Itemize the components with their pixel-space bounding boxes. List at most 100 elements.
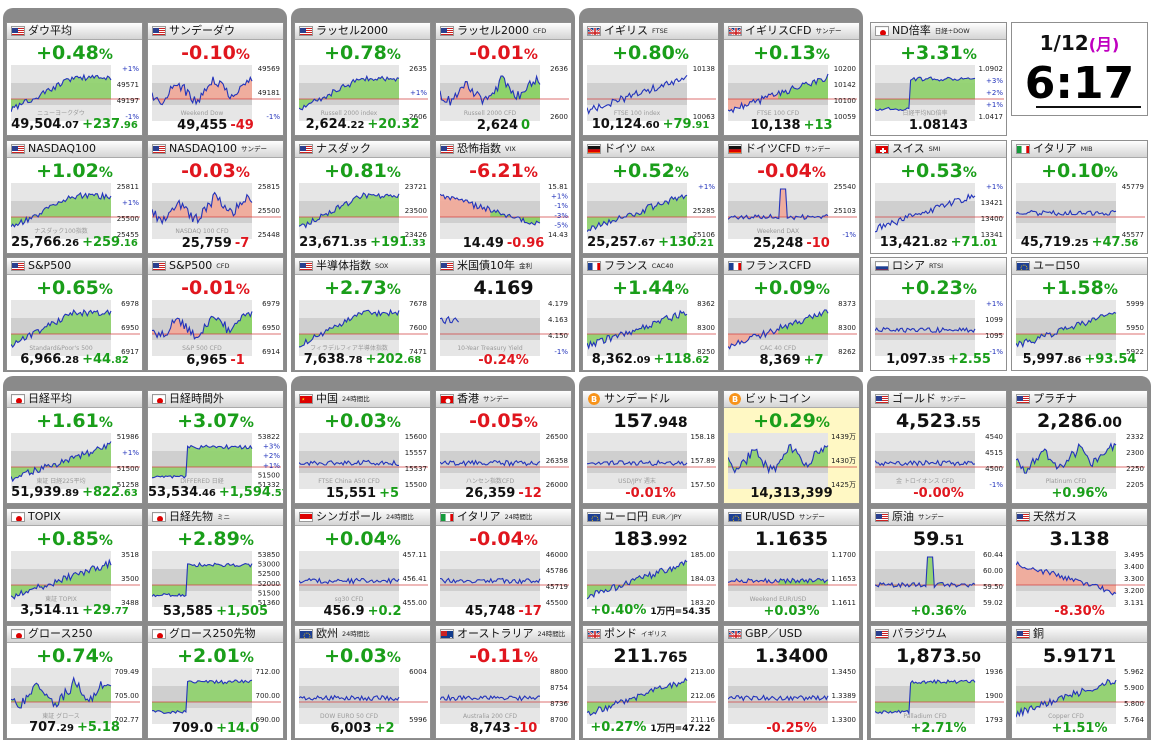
tile-title[interactable]: プラチナ: [1012, 391, 1147, 408]
tile-title[interactable]: B ビットコイン: [724, 391, 859, 408]
tile-title[interactable]: ★ 中国 24時間比: [295, 391, 430, 408]
tile-2[interactable]: ラッセル2000 +0.78% Russell 2000 index 2635 +1% 2…: [294, 22, 431, 136]
tile-32[interactable]: 日経先物 ミニ +2.89% 53850 53000 52500 52000 51500 513…: [147, 508, 284, 622]
tile-17[interactable]: 半導体指数 SOX +2.73% フィラデルフィア半導体指数 7678 7600 7471 7…: [294, 257, 431, 371]
tile-title[interactable]: ゴールド サンデー: [871, 391, 1006, 408]
tile-21[interactable]: ロシア RTSI +0.23% +1% 1099 1095 -1% 1,097.35 +2.55: [870, 257, 1007, 371]
tile-title[interactable]: ロシア RTSI: [871, 258, 1006, 275]
tile-name: 半導体指数: [316, 259, 371, 272]
tile-footer: 7,638.78 +202.68: [295, 352, 430, 369]
tile-title[interactable]: B サンデードル: [583, 391, 718, 408]
tile-39[interactable]: グロース250 +0.74% 東証 グロース 709.49 705.00 702.77 70…: [6, 625, 143, 739]
tile-title[interactable]: グロース250先物: [148, 626, 283, 643]
tile-title[interactable]: ドイツCFD サンデー: [724, 141, 859, 158]
tile-0[interactable]: ダウ平均 +0.48% ニューヨークダウ +1% 49571 49197 -1% 49,504…: [6, 22, 143, 136]
tile-title[interactable]: サンデーダウ: [148, 23, 283, 40]
tile-title[interactable]: フランスCFD: [724, 258, 859, 275]
tile-title[interactable]: イタリア MIB: [1012, 141, 1147, 158]
tile-42[interactable]: オーストラリア 24時間比 -0.11% Australia 200 CFD 8800 8…: [435, 625, 572, 739]
tile-30[interactable]: プラチナ 2,286.00 Platinum CFD 2332 2300 2250 2205…: [1011, 390, 1148, 504]
tile-46[interactable]: 銅 5.9171 Copper CFD 5.962 5.900 5.800 5.764 +1.…: [1011, 625, 1148, 739]
tile-title[interactable]: フランス CAC40: [583, 258, 718, 275]
tile-title[interactable]: ラッセル2000: [295, 23, 430, 40]
tile-title[interactable]: TOPIX: [7, 509, 142, 526]
tile-7[interactable]: NASDAQ100 +1.02% ナスダック100指数 25811 +1% 25500 25…: [6, 140, 143, 254]
tile-title[interactable]: ユーロ50: [1012, 258, 1147, 275]
tile-title[interactable]: スイス SMI: [871, 141, 1006, 158]
tile-31[interactable]: TOPIX +0.85% 東証 TOPIX 3518 3500 3488 3,514.11 +…: [6, 508, 143, 622]
tile-19[interactable]: フランス CAC40 +1.44% 8362 8300 8250 8,362.09 +118.…: [582, 257, 719, 371]
tile-title[interactable]: 銅: [1012, 626, 1147, 643]
tile-5[interactable]: イギリスCFD サンデー +0.13% FTSE 100 CFD 10200 10142 1…: [723, 22, 860, 136]
tile-35[interactable]: ユーロ円 EUR／JPY 183.992 185.00 184.03 183.20 +0.4…: [582, 508, 719, 622]
tile-28[interactable]: B ビットコイン +0.29% 1439万 1430万 1425万 14,313,399: [723, 390, 860, 504]
tile-title[interactable]: 天然ガス: [1012, 509, 1147, 526]
tile-29[interactable]: ゴールド サンデー 4,523.55 金 トロイオンス CFD 4540 4515 4500…: [870, 390, 1007, 504]
tile-title[interactable]: ナスダック: [295, 141, 430, 158]
tile-6[interactable]: ND倍率 日経÷DOW +3.31% 日経平均ND倍率 1.0902 +3% +2% +1% 1…: [870, 22, 1007, 136]
tile-footer: 49,455 -49: [148, 118, 283, 134]
tile-11[interactable]: ドイツ DAX +0.52% +1% 25285 25106 25,257.67 +130.2…: [582, 140, 719, 254]
tile-title[interactable]: ラッセル2000 CFD: [436, 23, 571, 40]
tile-title[interactable]: ND倍率 日経÷DOW: [871, 23, 1006, 40]
tile-8[interactable]: NASDAQ100 サンデー -0.03% NASDAQ 100 CFD 25815 25…: [147, 140, 284, 254]
tile-title[interactable]: グロース250: [7, 626, 142, 643]
tile-title[interactable]: EUR/USD サンデー: [724, 509, 859, 526]
tile-23[interactable]: 日経平均 +1.61% 東証 日経225平均 51986 +1% 51500 51258 51…: [6, 390, 143, 504]
tile-33[interactable]: シンガポール 24時間比 +0.04% sg30 CFD 457.11 456.41 455…: [294, 508, 431, 622]
tile-title[interactable]: シンガポール 24時間比: [295, 509, 430, 526]
tile-24[interactable]: 日経時間外 +3.07% DIFFERED 日経 53822 +3% +2% +1% 5150…: [147, 390, 284, 504]
tile-title[interactable]: 日経平均: [7, 391, 142, 408]
tile-title[interactable]: NASDAQ100: [7, 141, 142, 158]
tile-43[interactable]: ポンド イギリス 211.765 213.00 212.06 211.16 +0.27% 1万…: [582, 625, 719, 739]
tile-9[interactable]: ナスダック +0.81% 23721 23500 23426 23,671.35 +191.…: [294, 140, 431, 254]
tile-36[interactable]: EUR/USD サンデー 1.1635 Weekend EUR/USD 1.1700 1.…: [723, 508, 860, 622]
tile-title[interactable]: イギリス FTSE: [583, 23, 718, 40]
chart-area: [299, 193, 399, 228]
tile-14[interactable]: イタリア MIB +0.10% 45779 45577 45,719.25 +47.56: [1011, 140, 1148, 254]
tile-37[interactable]: 原油 サンデー 59.51 60.44 60.00 59.50 59.02 +0.36%: [870, 508, 1007, 622]
tile-title[interactable]: イギリスCFD サンデー: [724, 23, 859, 40]
tile-title[interactable]: 日経先物 ミニ: [148, 509, 283, 526]
tile-title[interactable]: 香港 サンデー: [436, 391, 571, 408]
tile-20[interactable]: フランスCFD +0.09% CAC 40 CFD 8373 8300 8262 8,369…: [723, 257, 860, 371]
tile-title[interactable]: オーストラリア 24時間比: [436, 626, 571, 643]
tile-title[interactable]: 日経時間外: [148, 391, 283, 408]
tile-title[interactable]: 半導体指数 SOX: [295, 258, 430, 275]
tile-title[interactable]: NASDAQ100 サンデー: [148, 141, 283, 158]
tile-15[interactable]: S&P500 +0.65% Standard&Poor's 500 6978 6950 6…: [6, 257, 143, 371]
tile-title[interactable]: ドイツ DAX: [583, 141, 718, 158]
tile-16[interactable]: S&P500 CFD -0.01% S&P 500 CFD 6979 6950 6914 6,…: [147, 257, 284, 371]
tile-title[interactable]: パラジウム: [871, 626, 1006, 643]
tile-45[interactable]: パラジウム 1,873.50 Palladium CFD 1936 1900 1793 +2…: [870, 625, 1007, 739]
tile-18[interactable]: 米国債10年 金利 4.169 10-Year Treasury Yield 4.179…: [435, 257, 572, 371]
tile-title[interactable]: ポンド イギリス: [583, 626, 718, 643]
tile-title[interactable]: 恐怖指数 VIX: [436, 141, 571, 158]
tile-title[interactable]: ダウ平均: [7, 23, 142, 40]
tile-3[interactable]: ラッセル2000 CFD -0.01% Russell 2000 CFD 2636 260…: [435, 22, 572, 136]
tile-title[interactable]: 原油 サンデー: [871, 509, 1006, 526]
tile-title[interactable]: ユーロ円 EUR／JPY: [583, 509, 718, 526]
tile-38[interactable]: 天然ガス 3.138 3.495 3.400 3.300 3.200 3.131 -8.30%: [1011, 508, 1148, 622]
tile-10[interactable]: 恐怖指数 VIX -6.21% 15.81 +1% -1% -3% -5% 14.43 14.49…: [435, 140, 572, 254]
tile-41[interactable]: 欧州 24時間比 +0.03% DOW EURO 50 CFD 6004 5996 6,00…: [294, 625, 431, 739]
mini-chart: +1% 25285 25106: [587, 183, 716, 239]
tile-44[interactable]: GBP／USD 1.3400 1.3450 1.3389 1.3300 -0.25%: [723, 625, 860, 739]
tile-40[interactable]: グロース250先物 +2.01% 712.00 700.00 690.00 709.0 +1…: [147, 625, 284, 739]
tile-title[interactable]: 米国債10年 金利: [436, 258, 571, 275]
tile-4[interactable]: イギリス FTSE +0.80% FTSE 100 index 10138 10063 10…: [582, 22, 719, 136]
tile-25[interactable]: ★ 中国 24時間比 +0.03% FTSE China A50 CFD 15600 155…: [294, 390, 431, 504]
tile-22[interactable]: ユーロ50 +1.58% 5999 5950 5922 5,997.86 +93.54: [1011, 257, 1148, 371]
tile-1[interactable]: サンデーダウ -0.10% Weekend Dow 49569 49181 -1% 49,4…: [147, 22, 284, 136]
tile-12[interactable]: ドイツCFD サンデー -0.04% Weekend DAX 25540 25103 -1%…: [723, 140, 860, 254]
tile-13[interactable]: スイス SMI +0.53% +1% 13421 13400 13341 13,421.82 +…: [870, 140, 1007, 254]
tile-26[interactable]: 香港 サンデー -0.05% ハンセン指数CFD 26500 26358 26000 26,3…: [435, 390, 572, 504]
tile-title[interactable]: S&P500 CFD: [148, 258, 283, 275]
tile-34[interactable]: イタリア 24時間比 -0.04% 46000 45786 45719 45500 45,74…: [435, 508, 572, 622]
tile-title[interactable]: イタリア 24時間比: [436, 509, 571, 526]
tile-title[interactable]: 欧州 24時間比: [295, 626, 430, 643]
tile-title[interactable]: GBP／USD: [724, 626, 859, 643]
tile-title[interactable]: S&P500: [7, 258, 142, 275]
tile-27[interactable]: B サンデードル 157.948 USD/JPY 週末 158.18 157.89 157.…: [582, 390, 719, 504]
price-value: 211.765: [613, 645, 688, 667]
